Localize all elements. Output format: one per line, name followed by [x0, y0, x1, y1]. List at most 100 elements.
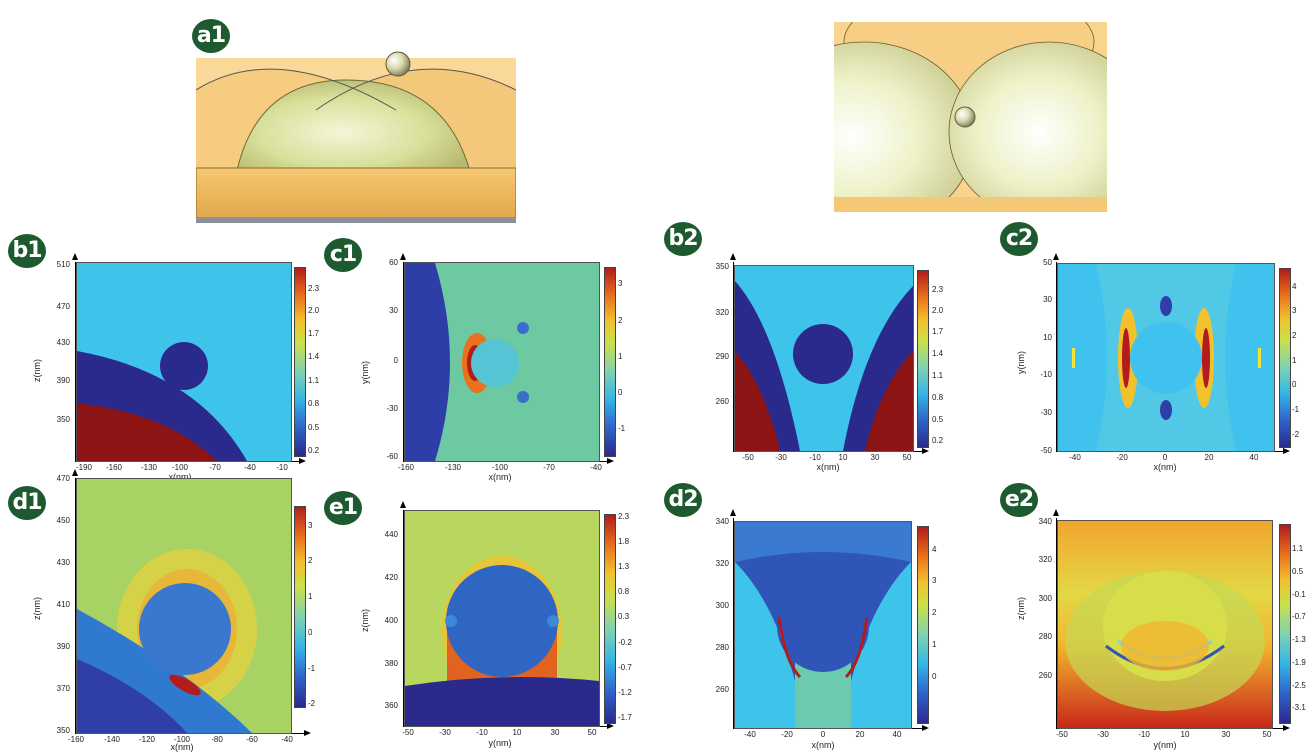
- d2-ctick: 2: [932, 608, 937, 617]
- d1-ytick: 450: [56, 516, 70, 525]
- b2-xtick: -50: [742, 453, 754, 462]
- b1-ytick: 350: [56, 415, 70, 424]
- heatmap-d1: [76, 478, 292, 734]
- e2-ctick: -3.1: [1292, 703, 1306, 712]
- e1-ytick: 420: [384, 573, 398, 582]
- c1-xlabel: x(nm): [488, 472, 512, 482]
- c2-ytick: 10: [1043, 333, 1052, 342]
- e1-ytick: 380: [384, 659, 398, 668]
- b2-ctick: 2.3: [932, 285, 944, 294]
- b1-ctick: 2.3: [308, 284, 320, 293]
- e1-ctick: 1.3: [618, 562, 630, 571]
- e2-ctick: -2.5: [1292, 681, 1306, 690]
- b1-xtick: -10: [276, 463, 288, 472]
- b2-ctick: 1.4: [932, 349, 944, 358]
- e1-ctick: -0.2: [618, 638, 632, 647]
- c1-ctick: 2: [618, 316, 623, 325]
- d2-ctick: 4: [932, 545, 937, 554]
- e1-xtick: -10: [476, 728, 488, 737]
- c1-ctick: 1: [618, 352, 623, 361]
- d1-ytick: 390: [56, 642, 70, 651]
- d1-ytick: 430: [56, 558, 70, 567]
- b1-ytick: 470: [56, 302, 70, 311]
- b2-xtick: 50: [902, 453, 912, 462]
- d2-ytick: 320: [715, 559, 729, 568]
- d1-ytick: 470: [56, 474, 70, 483]
- c1-ytick: -30: [386, 404, 398, 413]
- e2-ctick: -0.1: [1292, 590, 1306, 599]
- c2-ctick: -1: [1292, 405, 1300, 414]
- c1-xtick: -40: [590, 463, 602, 472]
- c2-ytick: -10: [1040, 370, 1052, 379]
- e1-xtick: -50: [402, 728, 414, 737]
- d2-xlabel: x(nm): [811, 740, 835, 750]
- e2-xtick: 10: [1180, 730, 1190, 739]
- c1-ylabel: y(nm): [360, 361, 370, 384]
- e2-xtick: -50: [1056, 730, 1068, 739]
- colorbar-b1: [294, 267, 306, 457]
- panel-label-b2: b2: [664, 222, 702, 256]
- heatmap-e2: [1057, 520, 1273, 729]
- c1-ctick: 0: [618, 388, 623, 397]
- b1-ytick: 510: [56, 260, 70, 269]
- e2-ctick: -1.3: [1292, 635, 1306, 644]
- d2-xtick: 40: [892, 730, 902, 739]
- b2-ytick: 290: [715, 352, 729, 361]
- e1-ctick: -0.7: [618, 663, 632, 672]
- e2-ctick: 1.1: [1292, 544, 1304, 553]
- b2-ctick: 1.1: [932, 371, 944, 380]
- d1-ctick: -1: [308, 664, 316, 673]
- b2-ctick: 0.8: [932, 393, 944, 402]
- e2-ylabel: z(nm): [1016, 597, 1026, 620]
- d1-ctick: 0: [308, 628, 313, 637]
- schematic-a1: [196, 51, 516, 223]
- c1-ctick: -1: [618, 424, 626, 433]
- colorbar-e1: [604, 514, 616, 724]
- c2-ctick: -2: [1292, 430, 1300, 439]
- b1-ctick: 1.7: [308, 329, 320, 338]
- c1-ytick: 60: [389, 258, 398, 267]
- c1-xtick: -160: [397, 463, 415, 472]
- e2-ctick: -1.9: [1292, 658, 1306, 667]
- d2-ctick: 1: [932, 640, 937, 649]
- d2-ctick: 0: [932, 672, 937, 681]
- c2-xtick: 0: [1162, 453, 1168, 462]
- c2-xtick: 40: [1249, 453, 1259, 462]
- d1-ctick: 3: [308, 521, 313, 530]
- d2-ytick: 280: [715, 643, 729, 652]
- panel-label-d2: d2: [664, 483, 702, 517]
- d1-ytick: 370: [56, 684, 70, 693]
- e1-xtick: 30: [550, 728, 560, 737]
- e1-ctick: 2.3: [618, 512, 630, 521]
- e2-ytick: 340: [1038, 517, 1052, 526]
- c2-ctick: 2: [1292, 331, 1297, 340]
- d1-ctick: 1: [308, 592, 313, 601]
- e2-xtick: 50: [1262, 730, 1272, 739]
- c2-xtick: -20: [1116, 453, 1128, 462]
- colorbar-b2: [917, 270, 929, 448]
- c2-ctick: 4: [1292, 282, 1297, 291]
- b1-ctick: 2.0: [308, 306, 320, 315]
- e1-xtick: 50: [587, 728, 597, 737]
- c2-ytick: 30: [1043, 295, 1052, 304]
- b1-ytick: 390: [56, 376, 70, 385]
- d2-ytick: 340: [715, 517, 729, 526]
- c2-ctick: 3: [1292, 306, 1297, 315]
- b2-ytick: 260: [715, 397, 729, 406]
- b2-ytick: 320: [715, 308, 729, 317]
- b1-xtick: -40: [244, 463, 256, 472]
- d2-xtick: 20: [855, 730, 865, 739]
- b1-xtick: -130: [140, 463, 158, 472]
- c1-xtick: -100: [491, 463, 509, 472]
- b2-xlabel: x(nm): [816, 462, 840, 472]
- e2-ytick: 300: [1038, 594, 1052, 603]
- b1-xtick: -160: [105, 463, 123, 472]
- heatmap-d2: [734, 521, 912, 729]
- c2-xtick: -40: [1069, 453, 1081, 462]
- b2-ctick: 2.0: [932, 306, 944, 315]
- b1-xlabel: x(nm): [168, 472, 192, 482]
- c2-ylabel: y(nm): [1016, 351, 1026, 374]
- b1-ylabel: z(nm): [32, 359, 42, 382]
- colorbar-c1: [604, 267, 616, 457]
- panel-label-c1: c1: [324, 238, 362, 272]
